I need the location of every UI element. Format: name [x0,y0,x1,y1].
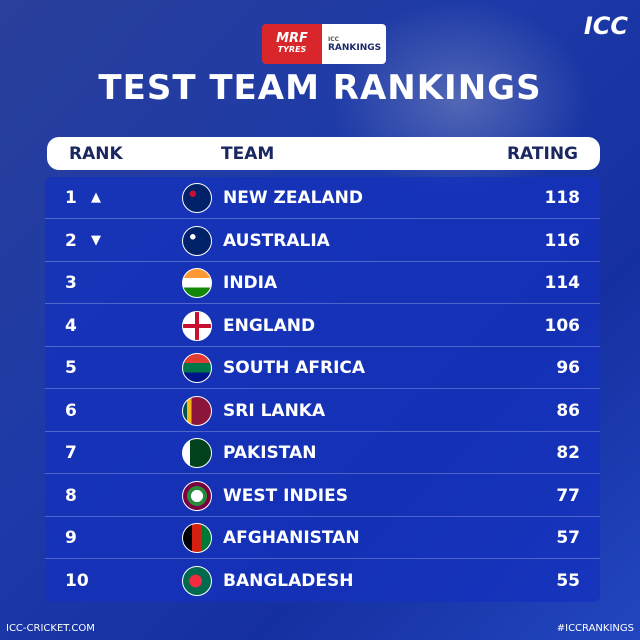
footer-hashtag: #ICCRANKINGS [556,623,634,634]
sponsor-brand-sub: TYRES [277,45,307,54]
rating: 114 [544,273,581,293]
flag-sa-icon [182,353,212,383]
rating: 86 [556,400,580,421]
sponsor-brand: MRF [276,31,308,46]
flag-bd-icon [182,565,212,596]
flag-af-icon [182,523,212,553]
flag-nz-icon [182,183,212,213]
rank: 9 [65,528,77,548]
rating: 77 [556,485,580,506]
table-row: 7 PAKISTAN 82 [45,432,600,474]
rating: 106 [544,315,581,336]
team-name: WEST INDIES [223,485,348,506]
table-row: 1 ▲ NEW ZEALAND 118 [45,177,600,219]
rating: 82 [556,443,580,463]
rank: 4 [65,315,77,336]
flag-in-icon [182,268,212,298]
rating: 116 [544,230,581,251]
icc-logo: ICC [583,12,628,40]
team-name: INDIA [223,273,278,293]
flag-pk-icon [182,438,212,468]
team-name: PAKISTAN [223,443,317,463]
table-row: 8 WEST INDIES 77 [45,475,600,517]
team-name: BANGLADESH [223,570,354,591]
flag-wi-icon [182,480,212,511]
rank: 7 [65,443,77,463]
rankings-table: 1 ▲ NEW ZEALAND 118 2 ▼ AUSTRALIA 116 3 IN… [45,177,600,602]
header-team: TEAM [221,144,275,164]
rating: 96 [556,358,580,378]
table-row: 6 SRI LANKA 86 [45,390,600,432]
page-title: TEST TEAM RANKINGS [98,68,542,108]
flag-sl-icon [182,395,212,426]
table-header: RANK TEAM RATING [47,137,600,170]
team-name: ENGLAND [223,315,316,336]
arrow-up-icon: ▲ [91,190,101,205]
flag-au-icon [182,225,212,256]
rating: 118 [544,188,581,208]
rank: 2 [65,230,77,251]
sponsor-logo: MRF TYRES ICC RANKINGS [262,24,386,64]
table-row: 2 ▼ AUSTRALIA 116 [45,220,600,262]
arrow-down-icon: ▼ [91,232,101,248]
rank: 6 [65,400,77,421]
team-name: AUSTRALIA [223,230,330,251]
rank: 1 [65,188,77,208]
header-rating: RATING [506,144,578,164]
team-name: SOUTH AFRICA [223,358,366,378]
table-row: 10 BANGLADESH 55 [45,560,600,602]
table-row: 9 AFGHANISTAN 57 [45,517,600,559]
rank: 8 [65,485,77,506]
table-row: 5 SOUTH AFRICA 96 [45,347,600,389]
rank: 5 [65,358,77,378]
header-rank: RANK [69,144,123,164]
rating: 57 [556,528,580,548]
rank: 10 [65,570,89,591]
team-name: NEW ZEALAND [223,188,363,208]
team-name: SRI LANKA [223,400,326,421]
rank: 3 [65,273,77,293]
flag-en-icon [182,310,212,341]
sponsor-rankings: RANKINGS [328,42,382,53]
table-row: 3 INDIA 114 [45,262,600,304]
footer-website: ICC-CRICKET.COM [6,623,95,634]
team-name: AFGHANISTAN [223,528,360,548]
sponsor-icc: ICC [328,35,340,43]
table-row: 4 ENGLAND 106 [45,305,600,347]
rating: 55 [556,570,580,591]
